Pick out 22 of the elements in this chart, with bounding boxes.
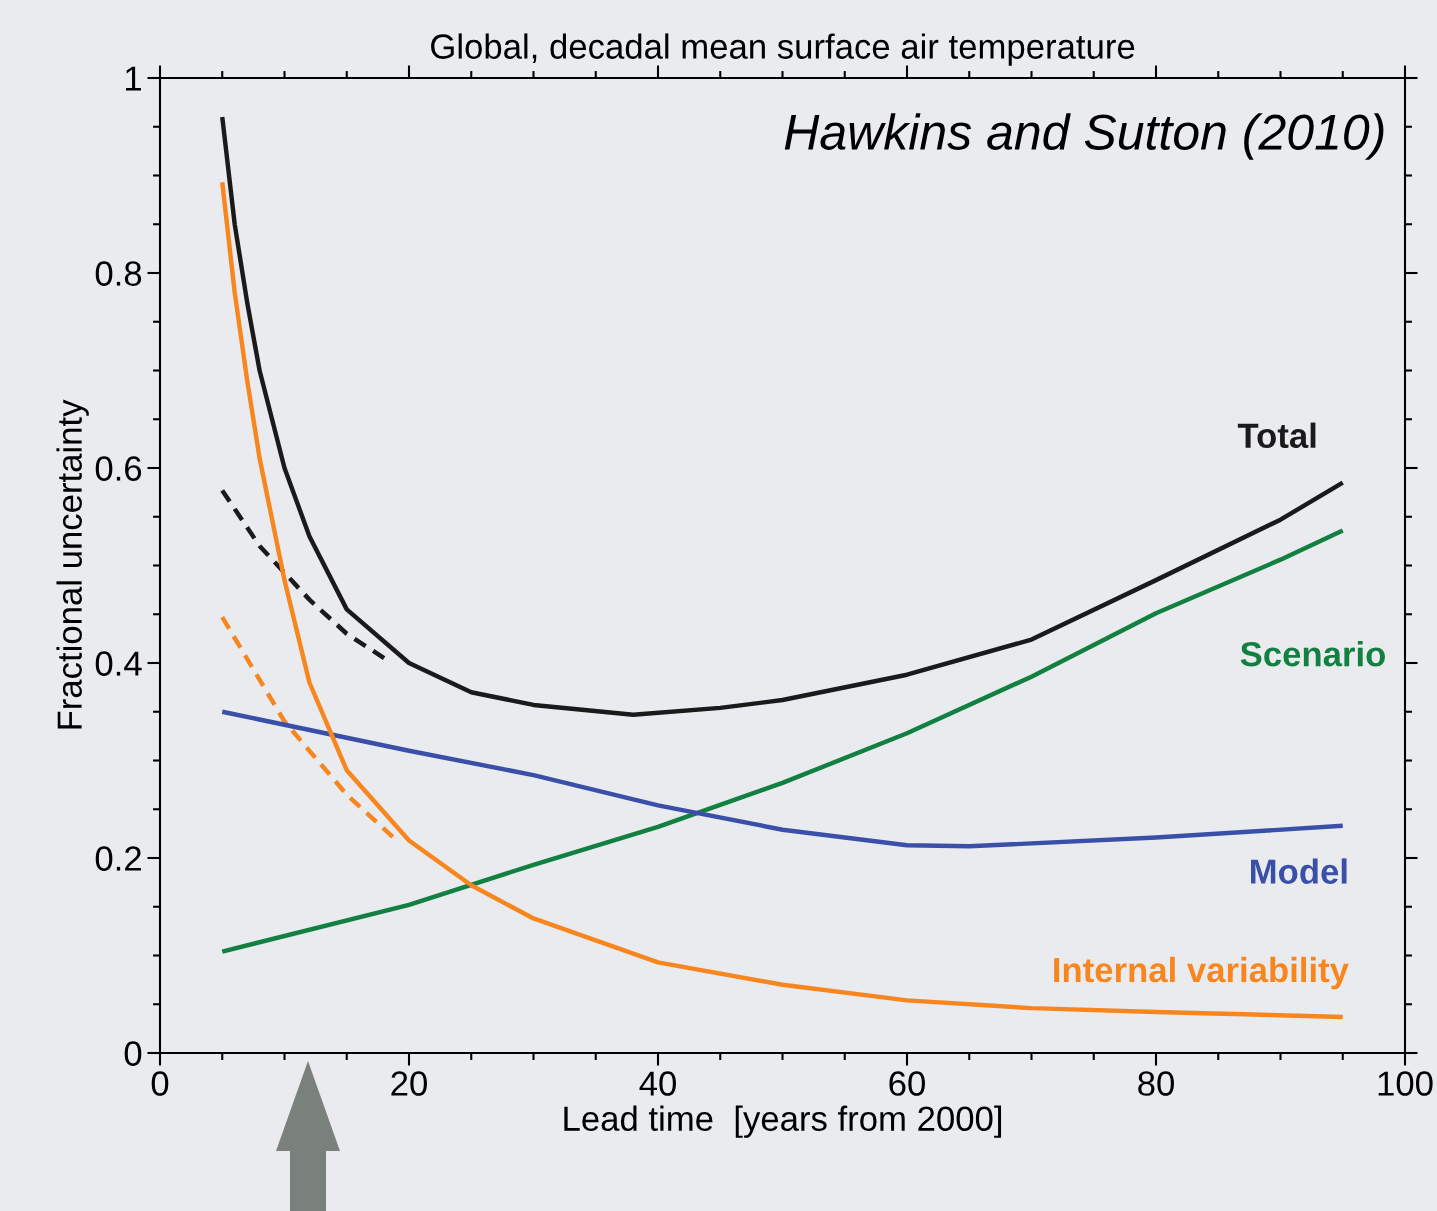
- x-tick-label: 20: [391, 1071, 427, 1096]
- series-label: Model: [1251, 858, 1347, 884]
- series-label: Internal variability: [1054, 956, 1349, 990]
- x-tick-label: 40: [639, 1071, 676, 1096]
- x-axis-title: Lead time [years from 2000]: [564, 1105, 1002, 1138]
- y-axis-title: Fractional uncertainty: [56, 399, 89, 729]
- chart-title: Global, decadal mean surface air temperature: [431, 33, 1135, 66]
- y-tick-label: 1: [125, 66, 141, 91]
- y-tick-label: 0.8: [95, 261, 142, 286]
- annotation: Hawkins and Sutton (2010): [784, 113, 1384, 160]
- line-series: [220, 488, 387, 661]
- x-tick-label: 100: [1378, 1071, 1433, 1096]
- y-tick-label: 0.2: [95, 846, 141, 871]
- line-series: [220, 709, 1345, 849]
- y-tick-label: 0.4: [95, 651, 142, 676]
- series-label: Total: [1237, 422, 1316, 449]
- x-tick-label: 60: [889, 1071, 925, 1096]
- series-label: Scenario: [1240, 640, 1385, 667]
- x-tick-label: 0: [151, 1071, 169, 1096]
- y-tick-label: 0.6: [95, 456, 142, 481]
- y-tick-label: 0: [124, 1041, 142, 1066]
- x-tick-label: 80: [1138, 1071, 1174, 1096]
